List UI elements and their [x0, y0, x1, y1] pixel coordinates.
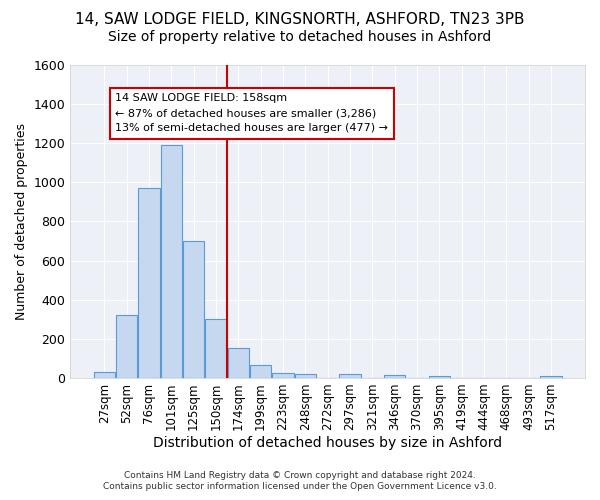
Bar: [429, 376, 450, 378]
Bar: [541, 376, 562, 378]
Text: 14, SAW LODGE FIELD, KINGSNORTH, ASHFORD, TN23 3PB: 14, SAW LODGE FIELD, KINGSNORTH, ASHFORD…: [75, 12, 525, 28]
Bar: [272, 373, 293, 378]
Text: Size of property relative to detached houses in Ashford: Size of property relative to detached ho…: [109, 30, 491, 44]
Bar: [139, 188, 160, 378]
Bar: [161, 145, 182, 378]
Bar: [183, 241, 204, 378]
Text: Contains public sector information licensed under the Open Government Licence v3: Contains public sector information licen…: [103, 482, 497, 491]
Text: Contains HM Land Registry data © Crown copyright and database right 2024.: Contains HM Land Registry data © Crown c…: [124, 471, 476, 480]
Bar: [295, 374, 316, 378]
Bar: [250, 365, 271, 378]
Bar: [94, 372, 115, 378]
Bar: [205, 320, 227, 378]
Bar: [340, 374, 361, 378]
Bar: [384, 375, 405, 378]
Text: 14 SAW LODGE FIELD: 158sqm
← 87% of detached houses are smaller (3,286)
13% of s: 14 SAW LODGE FIELD: 158sqm ← 87% of deta…: [115, 94, 388, 133]
Y-axis label: Number of detached properties: Number of detached properties: [15, 123, 28, 320]
Bar: [227, 348, 249, 378]
X-axis label: Distribution of detached houses by size in Ashford: Distribution of detached houses by size …: [153, 436, 502, 450]
Bar: [116, 316, 137, 378]
